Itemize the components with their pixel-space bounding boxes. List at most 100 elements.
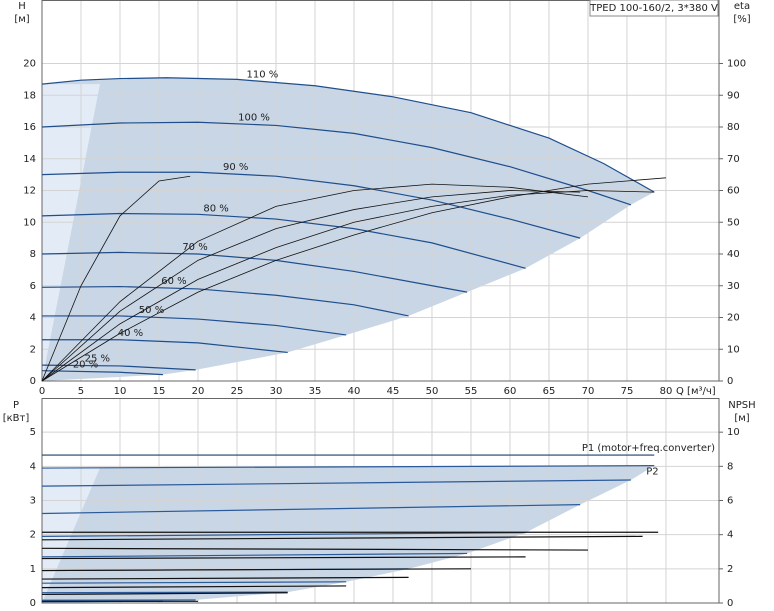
curve-label: 40 % — [118, 328, 143, 339]
y2-unit: [%] — [733, 14, 750, 25]
y-tick-label: 2 — [30, 344, 36, 355]
x-tick-label: 75 — [621, 386, 634, 397]
curve-label: 100 % — [238, 113, 270, 124]
y2-tick-label: 30 — [727, 281, 740, 292]
y2-tick-label: 8 — [727, 461, 733, 472]
curve — [41, 212, 526, 269]
curve — [41, 370, 163, 376]
y2-tick-label: 90 — [727, 90, 740, 101]
y-tick-label: 14 — [23, 154, 36, 165]
curve-label: 20 % — [73, 360, 98, 371]
y2-tick-label: 60 — [727, 186, 740, 197]
efficiency-curve — [41, 177, 666, 382]
y-unit: [м] — [14, 14, 29, 25]
curve-label: 50 % — [139, 305, 164, 316]
y-tick-label: 8 — [30, 249, 36, 260]
x-tick-label: 30 — [270, 386, 283, 397]
x-tick-label: 0 — [39, 386, 45, 397]
efficiency-curve — [41, 183, 589, 382]
min-flow-area — [42, 468, 100, 603]
curve — [41, 535, 643, 541]
curve — [41, 556, 526, 560]
curve-label: 80 % — [203, 203, 228, 214]
curve — [41, 171, 581, 239]
curve — [41, 504, 581, 515]
x-tick-label: 35 — [309, 386, 322, 397]
x-tick-label: 25 — [231, 386, 244, 397]
x-tick-label: 80 — [660, 386, 673, 397]
title-box — [589, 0, 719, 17]
efficiency-curve — [41, 190, 655, 382]
y-tick-label: 12 — [23, 186, 36, 197]
x-label: Q [м³/ч] — [676, 386, 716, 397]
curve — [41, 285, 409, 317]
curve — [41, 581, 347, 584]
y-label: P — [13, 400, 19, 411]
y2-tick-label: 50 — [727, 217, 740, 228]
y2-label: eta — [734, 1, 750, 12]
x-tick-label: 5 — [78, 386, 84, 397]
y2-tick-label: 2 — [727, 564, 733, 575]
curve — [41, 532, 526, 537]
x-tick-label: 70 — [582, 386, 595, 397]
y2-label: NPSH — [728, 400, 755, 411]
series-label: P1 (motor+freq.converter) — [582, 443, 715, 454]
operating-area — [42, 77, 655, 381]
y2-tick-label: 10 — [727, 427, 740, 438]
y2-unit: [м] — [734, 413, 749, 424]
series-label: P2 — [646, 467, 658, 478]
y-tick-label: 10 — [23, 217, 36, 228]
plot-border — [41, 398, 720, 604]
y2-tick-label: 0 — [727, 376, 733, 387]
x-tick-label: 40 — [348, 386, 361, 397]
y-tick-label: 5 — [30, 427, 36, 438]
curve — [41, 585, 347, 589]
curve-label: 70 % — [182, 242, 207, 253]
y-tick-label: 6 — [30, 281, 36, 292]
y-tick-label: 16 — [23, 122, 36, 133]
x-tick-label: 60 — [504, 386, 517, 397]
x-tick-label: 15 — [153, 386, 166, 397]
y2-tick-label: 10 — [727, 344, 740, 355]
curve — [41, 591, 288, 594]
curve — [41, 547, 588, 551]
curve — [41, 77, 655, 193]
y-tick-label: 4 — [30, 461, 36, 472]
title: TPED 100-160/2, 3*380 V — [589, 3, 718, 14]
y-tick-label: 20 — [23, 59, 36, 70]
y2-tick-label: 80 — [727, 122, 740, 133]
curve — [41, 592, 288, 596]
y2-tick-label: 4 — [727, 530, 733, 541]
y-label: H — [18, 1, 26, 12]
y-tick-label: 2 — [30, 530, 36, 541]
y2-tick-label: 0 — [727, 598, 733, 609]
efficiency-curve — [41, 190, 581, 382]
curve-label: 110 % — [247, 69, 279, 80]
y-tick-label: 1 — [30, 564, 36, 575]
curve — [41, 568, 471, 572]
x-tick-label: 55 — [465, 386, 478, 397]
y2-tick-label: 40 — [727, 249, 740, 260]
y2-tick-label: 20 — [727, 313, 740, 324]
curve — [41, 465, 655, 469]
curve — [42, 315, 347, 336]
y-tick-label: 0 — [30, 376, 36, 387]
curve — [41, 251, 468, 293]
curve — [41, 479, 631, 487]
plot-border — [41, 0, 720, 382]
curve-label: 60 % — [161, 276, 186, 287]
curve — [42, 339, 288, 354]
curve — [41, 576, 409, 580]
x-tick-label: 10 — [114, 386, 127, 397]
x-tick-label: 50 — [426, 386, 439, 397]
y2-tick-label: 100 — [727, 59, 746, 70]
x-tick-label: 65 — [543, 386, 556, 397]
y-tick-label: 18 — [23, 90, 36, 101]
curve-label: 90 % — [223, 162, 248, 173]
y-tick-label: 4 — [30, 313, 36, 324]
y2-tick-label: 6 — [727, 496, 733, 507]
x-tick-label: 20 — [192, 386, 205, 397]
curve-label: 25 % — [85, 354, 110, 365]
efficiency-curve — [41, 175, 191, 382]
